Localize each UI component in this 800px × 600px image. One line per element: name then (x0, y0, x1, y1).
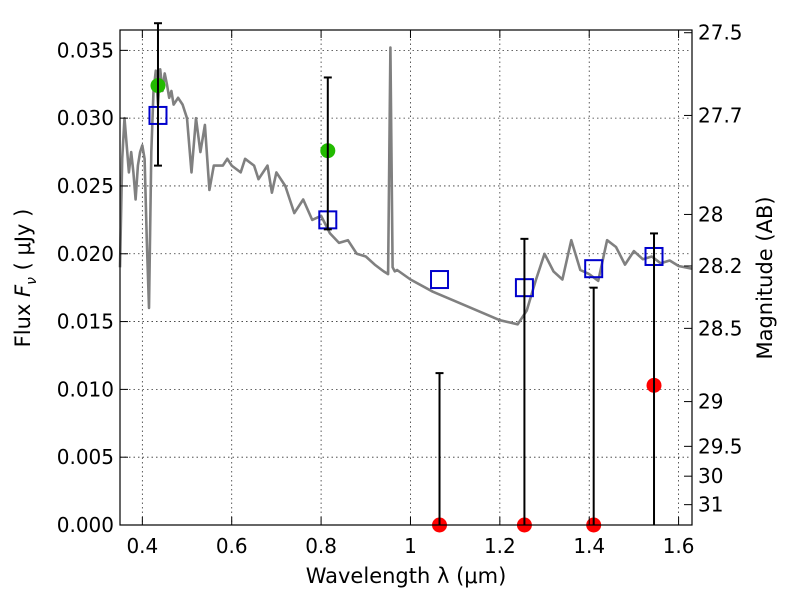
x-tick-label: 1 (404, 534, 417, 558)
y-axis-title-subscript: ν (24, 277, 40, 285)
x-tick-label: 0.8 (305, 534, 337, 558)
y2-tick-label: 28 (698, 202, 723, 226)
y-tick-label: 0.020 (57, 242, 114, 266)
y2-tick-label: 31 (698, 493, 723, 517)
x-tick-label: 0.6 (216, 534, 248, 558)
y-axis-title: Flux Fν ( μJy ) (11, 209, 40, 348)
x-tick-label: 1.2 (484, 534, 516, 558)
y2-tick-label: 28.5 (698, 316, 743, 340)
y2-tick-label: 29.5 (698, 434, 743, 458)
y-tick-label: 0.000 (57, 513, 114, 537)
y2-tick-label: 30 (698, 464, 723, 488)
y-tick-label: 0.005 (57, 445, 114, 469)
grid (120, 30, 692, 526)
x-tick-label: 1.4 (573, 534, 605, 558)
y-tick-label: 0.030 (57, 106, 114, 130)
x-tick-label: 0.4 (126, 534, 158, 558)
y-tick-label: 0.035 (57, 38, 114, 62)
y2-tick-label: 27.7 (698, 103, 743, 127)
y-tick-label: 0.025 (57, 174, 114, 198)
y-tick-label: 0.010 (57, 377, 114, 401)
y2-tick-label: 28.2 (698, 254, 743, 278)
y-axis-title-unit: ( μJy ) (11, 209, 35, 277)
y2-tick-label: 27.5 (698, 21, 743, 45)
y-tick-label: 0.015 (57, 310, 114, 334)
model-photometry-marker (584, 259, 604, 279)
x-axis-title: Wavelength λ (μm) (306, 564, 507, 588)
y2-tick-label: 29 (698, 390, 723, 414)
model-photometry-marker (430, 270, 450, 290)
spectrum-line (118, 46, 693, 326)
x-tick-label: 1.6 (663, 534, 695, 558)
y-axis-title-prefix: Flux (11, 297, 35, 347)
axes: 0.4 0.6 0.8 1 1.2 1.4 1.6 0.000 0.005 0.010 0.015 0… (57, 21, 743, 558)
plot-frame (119, 29, 693, 526)
y2-axis-title: Magnitude (AB) (753, 196, 777, 359)
y-axis-title-symbol: F (11, 284, 35, 297)
